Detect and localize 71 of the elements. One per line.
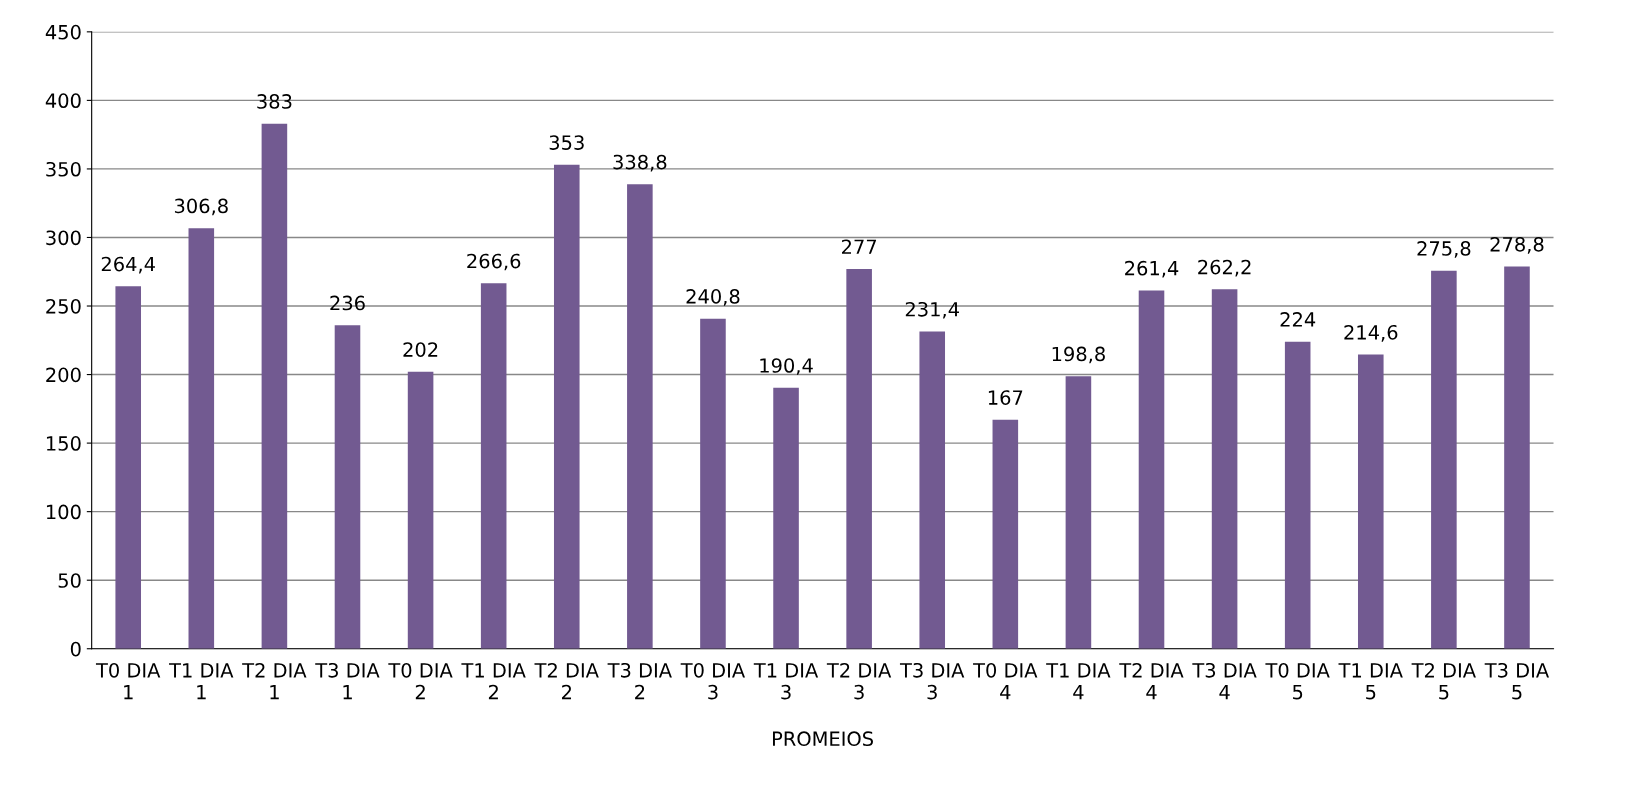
bar [1357, 354, 1384, 649]
data-label: 198,8 [1052, 346, 1105, 364]
bar [992, 419, 1019, 649]
data-label: 306,8 [174, 198, 228, 216]
bar [480, 283, 507, 649]
x-axis-title: PROMEIOS [773, 731, 873, 747]
data-label: 224 [1280, 312, 1316, 327]
bar [627, 184, 653, 649]
bar [1138, 290, 1165, 649]
data-label: 190,4 [760, 358, 813, 375]
y-tick-label: 100 [46, 504, 81, 520]
x-tick-label: T2 DIA 1 [242, 662, 307, 700]
x-tick-label: T0 DIA 2 [388, 662, 453, 700]
y-tick-label: 200 [46, 367, 81, 383]
bar [188, 228, 215, 649]
y-tick-label: 50 [58, 573, 81, 588]
data-label: 275,8 [1417, 241, 1471, 258]
y-tick-label: 350 [46, 161, 81, 177]
x-tick-label: T1 DIA 2 [461, 663, 526, 700]
x-tick-label: T3 DIA 2 [607, 662, 672, 700]
data-label: 240,8 [686, 289, 740, 306]
y-tick-label: 450 [45, 24, 81, 40]
x-tick-label: T3 DIA 5 [1484, 662, 1550, 700]
bar [1065, 376, 1092, 649]
data-label: 261,4 [1125, 260, 1179, 278]
bar [919, 331, 946, 649]
x-tick-label: T0 DIA 3 [680, 662, 746, 700]
x-tick-label: T1 DIA 4 [1046, 663, 1111, 700]
data-label: 214,6 [1344, 324, 1398, 342]
bar [700, 318, 726, 649]
bar [1504, 266, 1530, 649]
bar [334, 325, 361, 649]
bar [773, 387, 799, 649]
x-tick-label: T3 DIA 1 [315, 662, 380, 700]
bar [1211, 289, 1238, 649]
y-tick-label: 0 [70, 641, 81, 657]
x-tick-label: T0 DIA 5 [1265, 662, 1330, 700]
bar [115, 286, 142, 649]
x-tick-label: T2 DIA 3 [826, 662, 892, 700]
x-tick-label: T1 DIA 3 [753, 663, 819, 700]
data-label: 264,4 [101, 256, 155, 274]
x-tick-label: T2 DIA 2 [534, 662, 599, 700]
x-tick-label: T1 DIA 1 [169, 663, 234, 700]
x-tick-label: T0 DIA 4 [973, 662, 1038, 700]
y-tick-label: 150 [46, 436, 81, 451]
data-label: 277 [842, 239, 877, 254]
bar [1284, 341, 1311, 649]
x-tick-label: T2 DIA 4 [1119, 662, 1184, 700]
x-tick-label: T1 DIA 5 [1338, 663, 1403, 700]
bar [553, 164, 580, 649]
bar [846, 269, 872, 649]
x-tick-label: T0 DIA 1 [95, 662, 161, 700]
y-tick-label: 400 [45, 93, 81, 109]
data-label: 383 [257, 94, 292, 109]
bar [261, 123, 288, 649]
x-tick-label: T3 DIA 4 [1192, 662, 1257, 700]
data-label: 262,2 [1198, 259, 1251, 277]
data-label: 266,6 [467, 253, 521, 271]
data-label: 236 [330, 295, 365, 311]
data-label: 167 [988, 390, 1023, 405]
data-label: 231,4 [905, 301, 959, 319]
data-label: 278,8 [1490, 236, 1544, 254]
data-label: 338,8 [613, 154, 667, 172]
bar [1431, 270, 1457, 649]
x-tick-label: T2 DIA 5 [1411, 662, 1476, 700]
bar [407, 371, 434, 649]
y-tick-label: 300 [46, 230, 81, 246]
y-tick-label: 250 [46, 298, 81, 314]
x-tick-label: T3 DIA 3 [899, 662, 965, 700]
data-label: 353 [549, 135, 584, 150]
data-label: 202 [403, 342, 438, 357]
